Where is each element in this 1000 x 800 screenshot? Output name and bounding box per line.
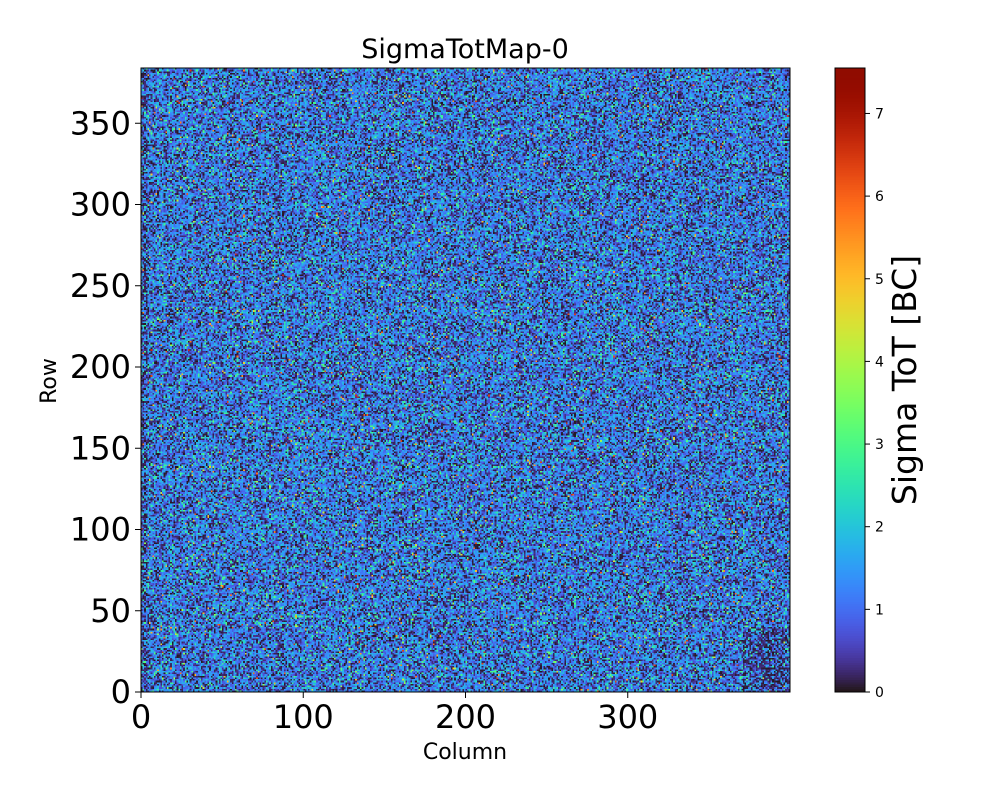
colorbar-label: Sigma ToT [BC] [885,255,924,505]
x-axis: 0 100 200 300 [131,692,658,736]
y-tick-label: 300 [70,186,131,224]
colorbar-tick-label: 7 [875,106,884,122]
y-tick-label: 100 [70,511,131,549]
y-tick-label: 50 [90,592,131,630]
x-tick-label: 0 [131,698,151,736]
plot-frame [140,67,791,693]
x-tick-label: 100 [273,698,334,736]
y-tick-label: 150 [70,429,131,467]
colorbar-tick-label: 6 [875,189,884,205]
y-tick-label: 0 [111,673,131,711]
colorbar-tick-label: 5 [875,272,884,288]
chart-title: SigmaTotMap-0 [361,34,569,65]
x-axis-label: Column [423,740,507,765]
y-tick-label: 350 [70,104,131,142]
y-axis: 0 50 100 150 200 250 300 350 [70,104,141,711]
heatmap-image [141,68,790,692]
colorbar-gradient [835,68,865,692]
colorbar-tick-label: 4 [875,354,884,370]
y-axis-label: Row [37,358,62,404]
y-tick-label: 200 [70,348,131,386]
colorbar-tick-label: 1 [875,602,884,618]
colorbar-tick-label: 0 [875,685,884,701]
colorbar-tick-label: 3 [875,437,884,453]
x-tick-label: 300 [597,698,658,736]
colorbar-tick-label: 2 [875,520,884,536]
x-tick-label: 200 [435,698,496,736]
colorbar-axis: 0 1 2 3 4 5 6 7 [865,106,884,701]
colorbar-frame [834,67,866,693]
y-tick-label: 250 [70,267,131,305]
